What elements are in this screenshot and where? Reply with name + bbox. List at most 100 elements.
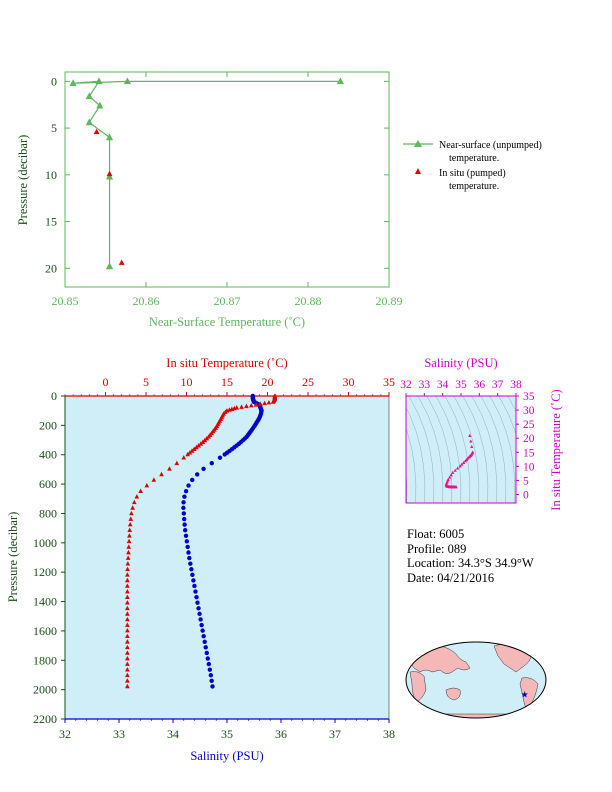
salinity-point (184, 539, 190, 544)
float-info: Float: 6005 Profile: 089 Location: 34.3°… (407, 527, 534, 585)
salinity-point (197, 611, 202, 617)
temperature-point (126, 549, 131, 555)
salinity-point (194, 472, 200, 477)
salinity-point (222, 452, 227, 457)
ts-point (453, 468, 457, 472)
ts-y-tick-label: 35 (523, 391, 535, 403)
ts-contour (444, 396, 471, 503)
main-temp-tick-label: 25 (302, 375, 314, 389)
temperature-point (239, 404, 244, 409)
ts-y-tick-label: 20 (523, 433, 535, 445)
near-surface-chart: 20.85 20.86 20.87 20.88 20.89 0 5 10 15 20 Near-S… (16, 71, 542, 329)
ts-point (456, 466, 460, 470)
world-map: ★ (405, 641, 547, 719)
map-land-africa (409, 671, 427, 703)
top-y-tick-label: 0 (51, 74, 57, 88)
temperature-point (128, 516, 134, 521)
temperature-point (196, 443, 201, 448)
temperature-point (258, 401, 263, 406)
near-surface-point (123, 77, 131, 85)
temperature-point (125, 667, 130, 672)
salinity-point (201, 466, 206, 472)
temperature-point (125, 577, 130, 583)
main-sal-tick-label: 35 (221, 727, 233, 741)
salinity-point (181, 500, 186, 505)
temperature-point (125, 644, 130, 650)
salinity-point (193, 589, 198, 594)
main-pressure-tick-label: 800 (39, 506, 57, 520)
temperature-point (159, 471, 164, 477)
main-pressure-tick-label: 1200 (33, 565, 57, 579)
temperature-point (198, 441, 204, 446)
location: Location: 34.3°S 34.9°W (407, 556, 534, 571)
ts-x-tick-label: 35 (455, 379, 467, 391)
ts-point (468, 433, 472, 437)
salinity-point (181, 511, 186, 516)
ts-point (458, 464, 462, 468)
ts-top-xlabel: Salinity (PSU) (424, 356, 497, 370)
temperature-point (125, 639, 130, 644)
top-plot-area (64, 71, 390, 288)
near-surface-point (85, 118, 93, 126)
temperature-point (125, 678, 130, 683)
top-y-tick-label: 10 (45, 168, 57, 182)
ts-point (460, 462, 464, 466)
temperature-point (138, 488, 143, 493)
top-x-tick-label: 20.85 (52, 294, 79, 308)
salinity-point (202, 639, 207, 644)
salinity-point (190, 477, 195, 483)
temperature-point (125, 561, 131, 566)
temperature-point (266, 400, 272, 405)
ts-point (454, 485, 458, 489)
salinity-point (204, 650, 209, 656)
temperature-point (125, 611, 130, 616)
temperature-point (189, 448, 195, 453)
salinity-point (186, 550, 191, 555)
ts-y-tick-label: 5 (523, 475, 529, 487)
temperature-point (126, 538, 132, 544)
salinity-point (209, 678, 214, 684)
salinity-point (182, 516, 187, 522)
ts-point (470, 444, 474, 449)
legend-marker-red (415, 168, 421, 174)
salinity-point (209, 461, 214, 466)
map-land-australia (445, 687, 461, 701)
main-pressure-tick-label: 1800 (33, 653, 57, 667)
legend-red-line1: In situ (pumped) (439, 168, 506, 179)
temperature-point (127, 533, 132, 538)
ts-ylabel: In situ Temperature (˚C) (549, 389, 563, 510)
ts-contour (417, 396, 444, 503)
salinity-point (188, 561, 193, 566)
temperature-point (167, 466, 172, 471)
ts-point (469, 439, 473, 443)
salinity-point (195, 600, 200, 605)
float-location-marker: ★ (521, 689, 529, 699)
ts-contour (453, 396, 480, 503)
salinity-point (183, 488, 189, 494)
ts-x-tick-label: 36 (474, 379, 486, 391)
temperature-point (125, 616, 130, 622)
legend-green-line2: temperature. (449, 153, 499, 164)
temperature-point (126, 544, 132, 549)
near-surface-point (95, 77, 103, 85)
top-y-tick-label: 15 (45, 215, 57, 229)
salinity-point (203, 645, 208, 650)
main-sal-tick-label: 37 (329, 727, 341, 741)
salinity-point (210, 684, 215, 689)
temperature-point (130, 505, 135, 510)
ts-diagram: 32 33 34 35 36 37 38 0 5 10 15 20 25 30 35 Salinity (P… (400, 356, 563, 511)
salinity-point (199, 622, 204, 628)
salinity-point (183, 533, 189, 538)
salinity-point (198, 617, 203, 622)
main-sal-tick-label: 32 (59, 727, 71, 741)
temperature-point (125, 605, 130, 611)
ts-x-tick-label: 38 (510, 379, 522, 391)
temperature-point (125, 588, 130, 594)
temperature-point (125, 633, 130, 639)
temperature-point (181, 455, 187, 460)
near-surface-point (105, 262, 114, 270)
temperature-point (125, 655, 130, 661)
near-surface-point (69, 79, 77, 87)
ts-x-tick-label: 34 (437, 379, 449, 391)
ts-contour (426, 396, 453, 503)
